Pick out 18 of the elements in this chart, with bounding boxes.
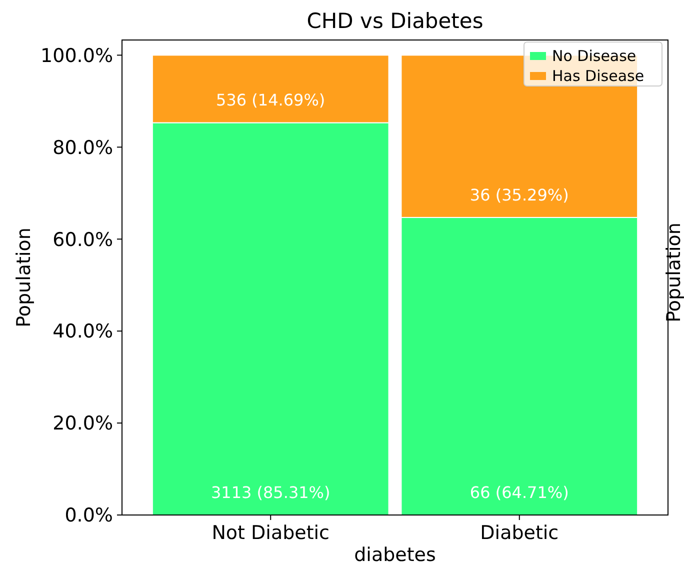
y2-axis-title: Population xyxy=(663,222,684,322)
data-label: 3113 (85.31%) xyxy=(210,483,330,502)
data-label: 66 (64.71%) xyxy=(470,483,569,502)
data-label: 36 (35.29%) xyxy=(470,185,569,204)
y-tick-label: 40.0% xyxy=(52,320,113,343)
data-label: 536 (14.69%) xyxy=(216,90,326,110)
x-axis-title: diabetes xyxy=(354,544,436,566)
y-tick-label: 100.0% xyxy=(40,44,113,67)
y-tick-label: 80.0% xyxy=(52,136,113,159)
x-tick-label: Not Diabetic xyxy=(212,522,330,544)
y-tick-label: 60.0% xyxy=(52,228,113,251)
y-tick-label: 20.0% xyxy=(52,412,113,435)
y-tick-label: 0.0% xyxy=(64,504,113,527)
x-tick-label: Diabetic xyxy=(480,522,559,544)
chart-title: CHD vs Diabetes xyxy=(306,9,484,33)
legend-label: Has Disease xyxy=(552,67,644,85)
y-axis-title: Population xyxy=(13,228,35,328)
legend: No Disease Has Disease xyxy=(524,42,662,86)
